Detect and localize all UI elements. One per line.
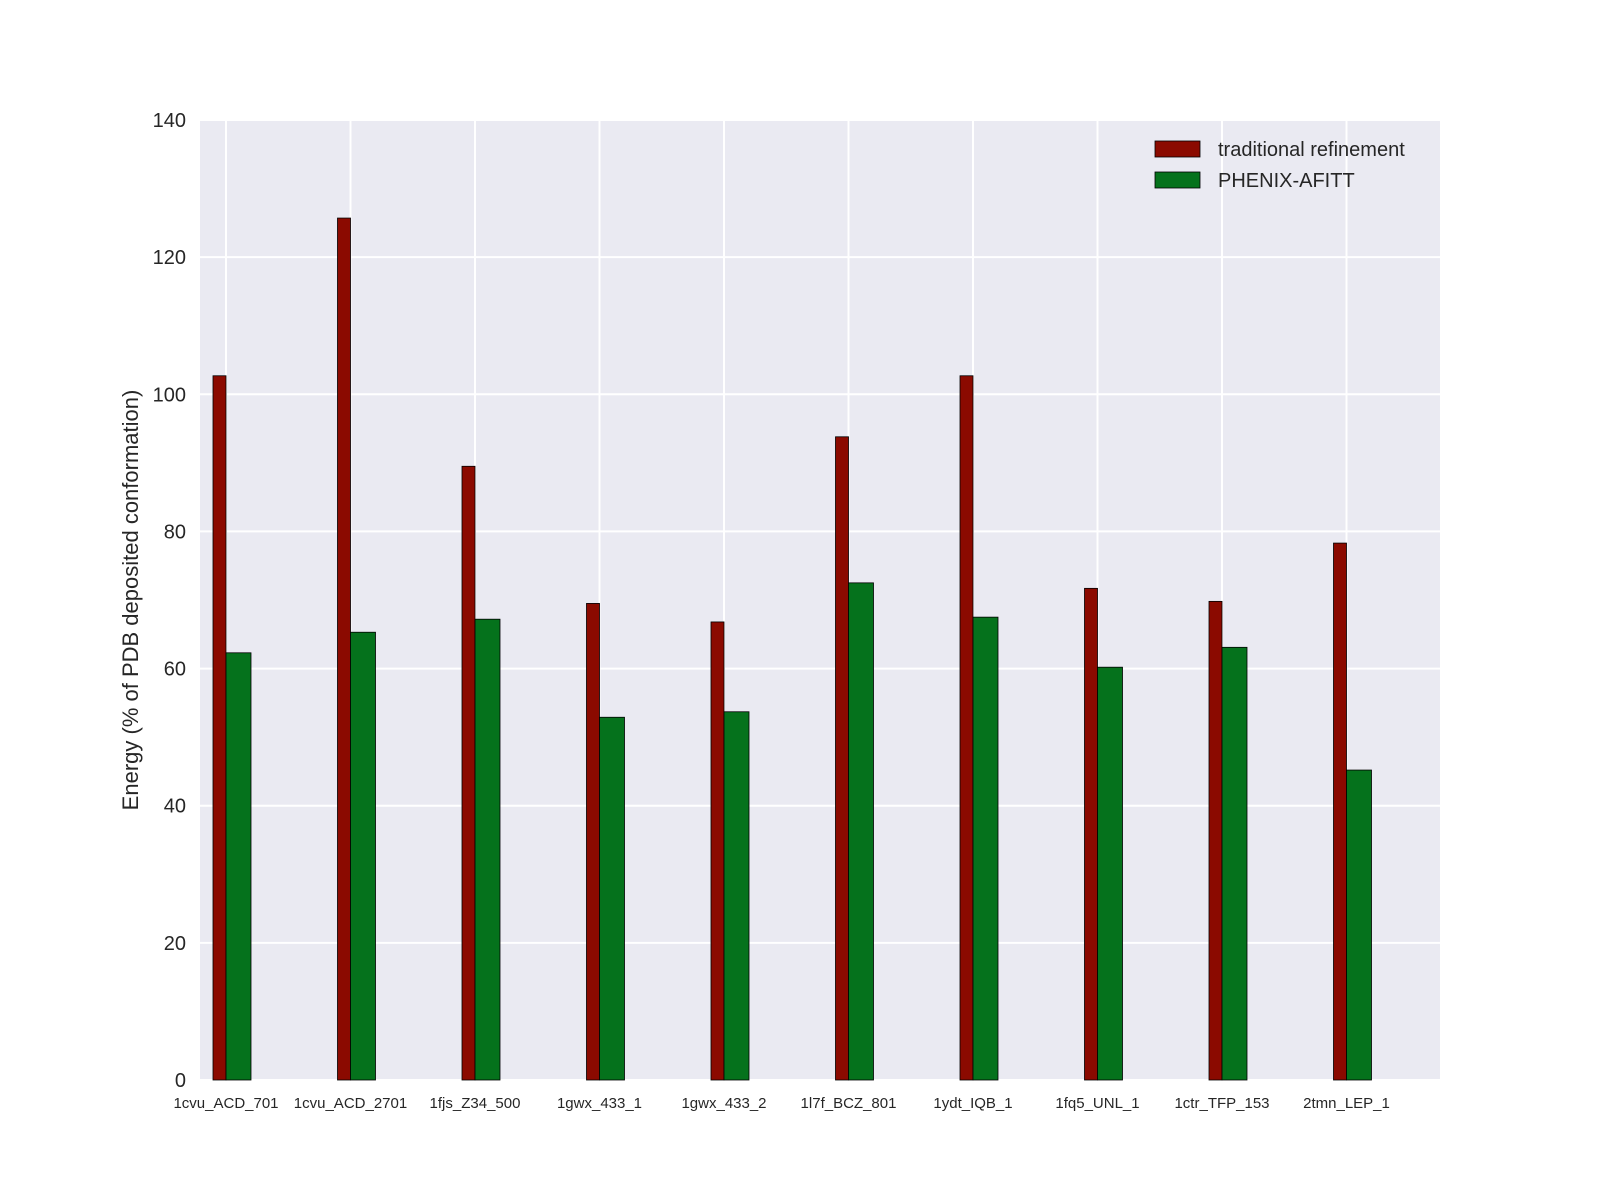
bar-phenix-afitt bbox=[972, 616, 999, 1081]
bar-phenix-afitt bbox=[474, 618, 501, 1081]
bar-traditional-refinement bbox=[1084, 587, 1098, 1081]
y-tick-label: 120 bbox=[153, 247, 186, 269]
bar-phenix-afitt bbox=[225, 652, 252, 1081]
y-tick-label: 140 bbox=[153, 110, 186, 132]
x-tick-label: 1gwx_433_2 bbox=[681, 1095, 766, 1112]
y-tick-label: 60 bbox=[164, 659, 186, 681]
y-tick-label: 20 bbox=[164, 933, 186, 955]
bar-traditional-refinement bbox=[959, 375, 974, 1081]
bar-traditional-refinement bbox=[461, 465, 476, 1081]
bar-phenix-afitt bbox=[1346, 769, 1372, 1081]
legend-swatch bbox=[1154, 140, 1201, 158]
y-tick-label: 0 bbox=[175, 1070, 186, 1092]
bars bbox=[212, 217, 1372, 1081]
plot-area bbox=[200, 120, 1440, 1080]
legend-label: PHENIX-AFITT bbox=[1218, 170, 1355, 192]
y-axis-label: Energy (% of PDB deposited conformation) bbox=[118, 390, 143, 811]
x-tick-label: 1l7f_BCZ_801 bbox=[801, 1095, 897, 1112]
x-tick-labels: 1cvu_ACD_701 1cvu_ACD_2701 1fjs_Z34_500 1gw… bbox=[173, 1095, 1389, 1112]
bar-phenix-afitt bbox=[723, 711, 750, 1081]
legend-label: traditional refinement bbox=[1218, 139, 1405, 161]
bar-phenix-afitt bbox=[1221, 646, 1248, 1081]
y-tick-label: 100 bbox=[153, 384, 186, 406]
y-tick-labels: 0 20 40 60 80 100 120 140 bbox=[153, 110, 186, 1092]
bar-phenix-afitt bbox=[848, 582, 874, 1081]
bar-phenix-afitt bbox=[350, 631, 376, 1081]
x-tick-label: 1fjs_Z34_500 bbox=[430, 1095, 521, 1112]
bar-phenix-afitt bbox=[1097, 666, 1123, 1081]
x-tick-label: 1ctr_TFP_153 bbox=[1174, 1095, 1269, 1112]
legend-swatch bbox=[1154, 171, 1201, 189]
x-tick-label: 2tmn_LEP_1 bbox=[1303, 1095, 1390, 1112]
x-tick-label: 1cvu_ACD_2701 bbox=[294, 1095, 407, 1112]
bar-traditional-refinement bbox=[586, 603, 600, 1081]
bar-traditional-refinement bbox=[1208, 600, 1223, 1081]
bar-traditional-refinement bbox=[337, 217, 351, 1081]
bar-phenix-afitt bbox=[599, 716, 625, 1081]
bar-traditional-refinement bbox=[835, 436, 849, 1081]
y-tick-label: 40 bbox=[164, 796, 186, 818]
legend: traditional refinement PHENIX-AFITT bbox=[1154, 139, 1405, 192]
x-tick-label: 1ydt_IQB_1 bbox=[933, 1095, 1012, 1112]
bar-traditional-refinement bbox=[212, 375, 227, 1081]
y-tick-label: 80 bbox=[164, 521, 186, 543]
bar-traditional-refinement bbox=[710, 621, 725, 1081]
bar-traditional-refinement bbox=[1333, 542, 1347, 1081]
x-tick-label: 1gwx_433_1 bbox=[557, 1095, 642, 1112]
x-tick-label: 1fq5_UNL_1 bbox=[1055, 1095, 1139, 1112]
x-tick-label: 1cvu_ACD_701 bbox=[173, 1095, 278, 1112]
